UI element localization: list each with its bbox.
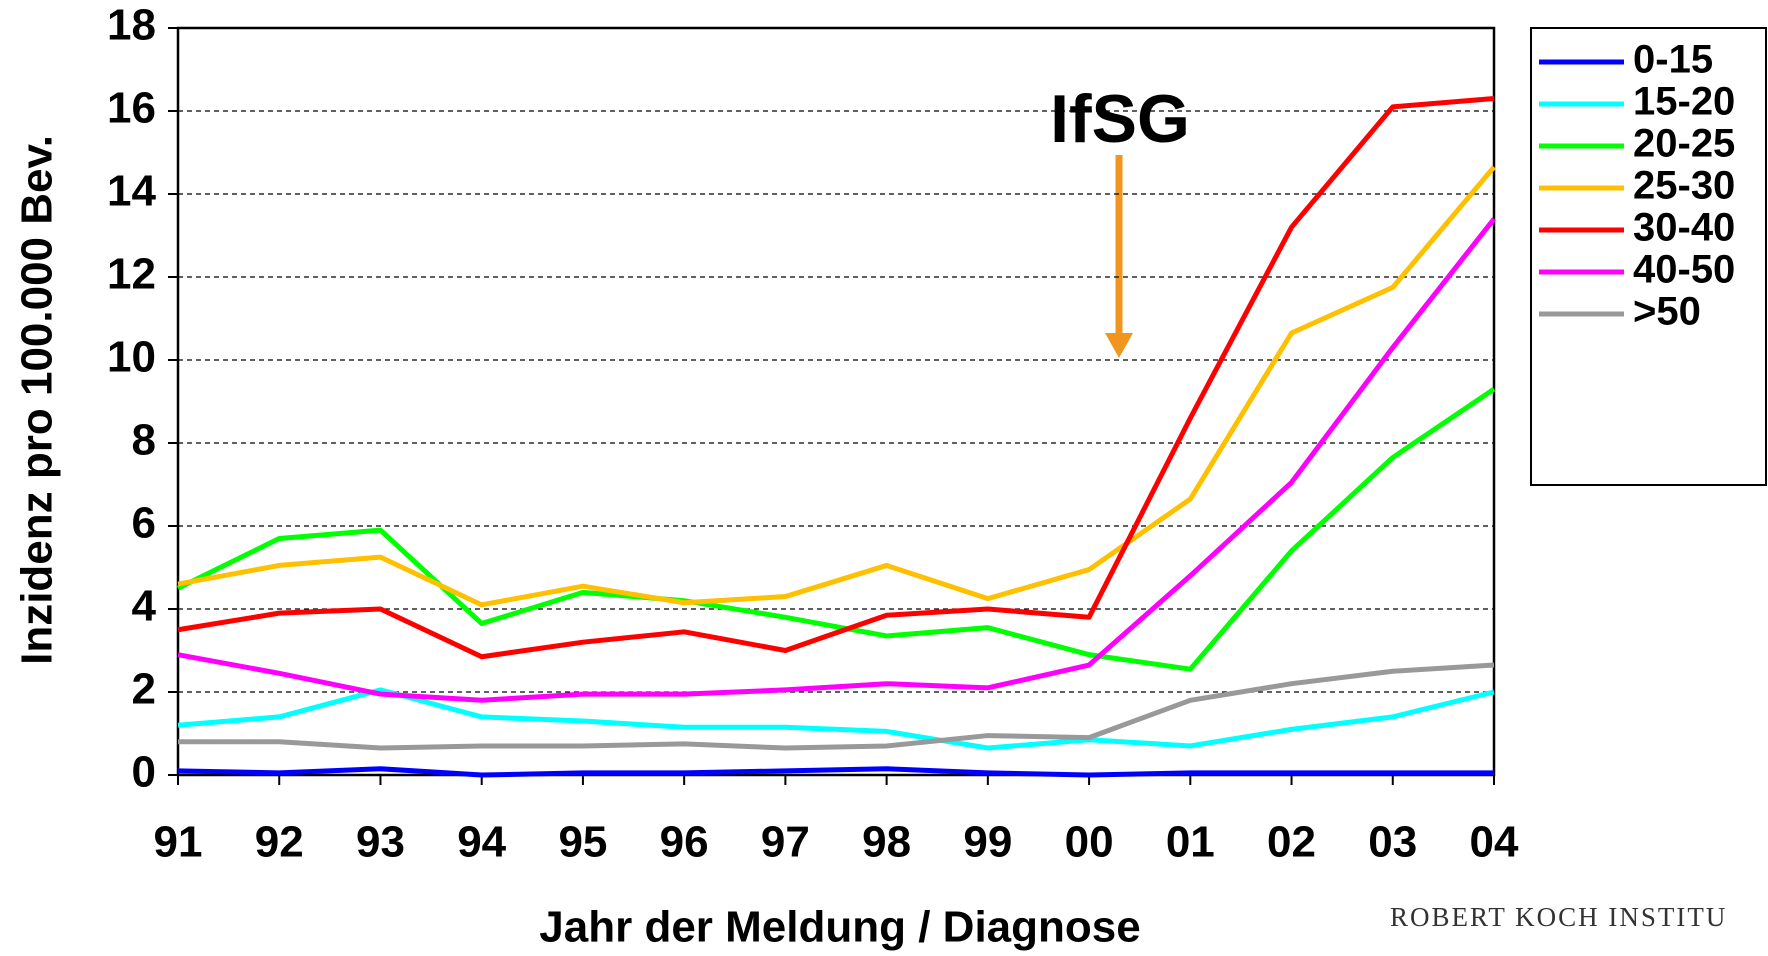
legend-label: >50 <box>1633 290 1701 334</box>
x-tick-label: 94 <box>457 818 506 867</box>
legend-label: 15-20 <box>1633 80 1735 124</box>
y-tick-label: 18 <box>107 1 156 50</box>
x-tick-label: 99 <box>963 818 1012 867</box>
y-tick-label: 6 <box>132 499 156 548</box>
y-tick-label: 14 <box>107 167 156 216</box>
legend-label: 40-50 <box>1633 248 1735 292</box>
x-tick-label: 01 <box>1166 818 1215 867</box>
series-line <box>177 766 1494 778</box>
legend-label: 20-25 <box>1633 122 1735 166</box>
x-tick-label: 93 <box>356 818 405 867</box>
y-tick-label: 0 <box>132 748 156 797</box>
y-axis-title: Inzidenz pro 100.000 Bev. <box>13 135 62 665</box>
y-tick-label: 2 <box>132 665 156 714</box>
x-tick-label: 95 <box>558 818 607 867</box>
x-tick-label: 04 <box>1470 818 1519 867</box>
x-tick-label: 98 <box>862 818 911 867</box>
series-line <box>177 165 1496 608</box>
annotation: IfSG <box>1050 81 1190 157</box>
annotation-arrowhead <box>1105 333 1133 358</box>
legend-label: 25-30 <box>1633 164 1735 208</box>
series-line <box>176 386 1496 672</box>
series-line <box>177 217 1496 703</box>
x-tick-label: 91 <box>154 818 203 867</box>
legend-label: 30-40 <box>1633 206 1735 250</box>
y-tick-label: 4 <box>132 582 157 631</box>
plot-frame <box>176 26 1496 777</box>
series-line <box>178 662 1495 751</box>
y-tick-label: 12 <box>107 250 156 299</box>
x-tick-label: 97 <box>761 818 810 867</box>
series-line <box>177 96 1495 660</box>
legend-label: 0-15 <box>1633 38 1713 82</box>
logo-text: ROBERT KOCH INSTITU <box>1390 902 1727 932</box>
y-tick-label: 8 <box>132 416 156 465</box>
x-axis-title: Jahr der Meldung / Diagnose <box>539 903 1140 952</box>
y-tick-label: 16 <box>107 84 156 133</box>
y-tick-label: 10 <box>107 333 156 382</box>
x-tick-label: 02 <box>1267 818 1316 867</box>
series-line <box>177 687 1495 751</box>
x-tick-label: 96 <box>660 818 709 867</box>
x-tick-label: 03 <box>1368 818 1417 867</box>
x-tick-label: 92 <box>255 818 304 867</box>
x-tick-label: 00 <box>1065 818 1114 867</box>
